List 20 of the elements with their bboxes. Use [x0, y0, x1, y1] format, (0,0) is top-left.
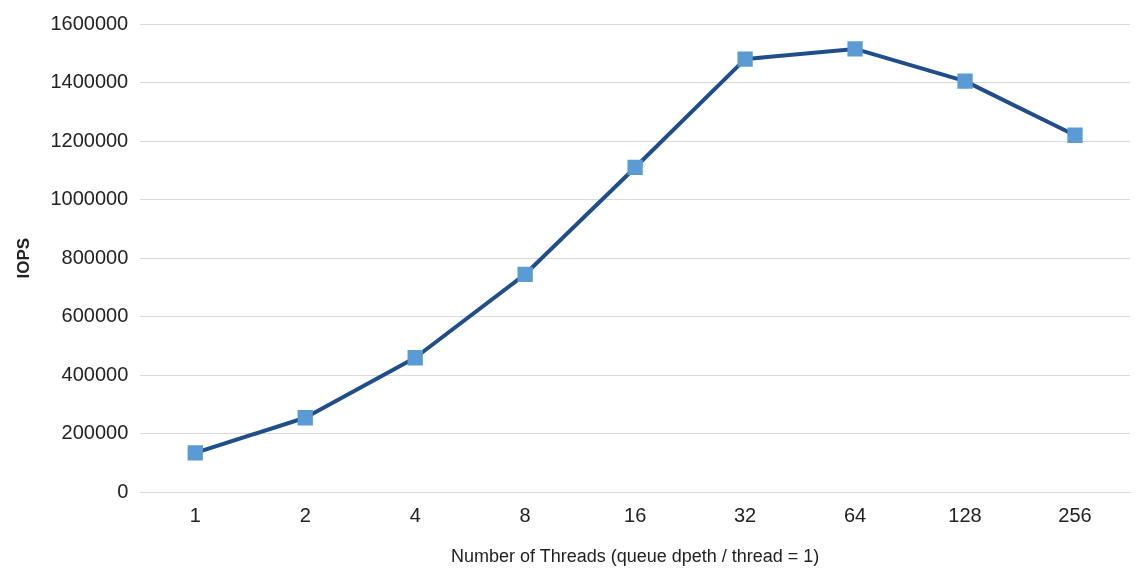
y-tick-label: 0	[117, 479, 129, 502]
x-tick-label: 256	[1058, 503, 1092, 526]
x-tick-label: 64	[843, 503, 867, 526]
x-tick-label: 32	[733, 503, 757, 526]
y-tick-label: 1000000	[50, 187, 129, 210]
y-tick-label: 1200000	[50, 128, 129, 151]
x-axis-title: Number of Threads (queue dpeth / thread = 1)	[450, 546, 820, 567]
y-tick-label: 1600000	[50, 11, 129, 34]
y-tick-label: 800000	[61, 245, 129, 268]
y-tick-label: 1400000	[50, 70, 129, 93]
y-axis-title: IOPS	[13, 237, 33, 279]
y-tick-label: 400000	[61, 362, 129, 385]
y-tick-label: 600000	[61, 304, 129, 327]
y-tick-label: 200000	[61, 421, 129, 444]
x-tick-label: 128	[948, 503, 982, 526]
x-tick-label: 4	[409, 503, 421, 526]
x-tick-label: 1	[189, 503, 201, 526]
x-tick-label: 2	[299, 503, 311, 526]
x-tick-label: 8	[519, 503, 531, 526]
x-tick-label: 16	[624, 503, 647, 526]
